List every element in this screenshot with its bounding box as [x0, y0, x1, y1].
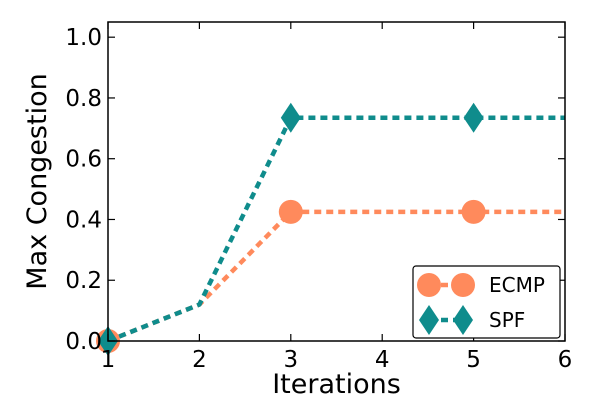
legend: ECMP SPF — [412, 265, 561, 339]
legend-marker-spf-b — [453, 305, 473, 335]
legend-item-spf: SPF — [419, 305, 525, 335]
y-tick-label-5: 1.0 — [65, 25, 102, 51]
y-tick-label-0: 0.0 — [65, 329, 102, 355]
series-line-ecmp — [107, 209, 565, 344]
data-point-spf-x5 — [463, 102, 484, 133]
x-tick-label-0: 1 — [101, 347, 116, 373]
plot-area — [96, 102, 565, 356]
legend-marker-spf-a — [419, 305, 439, 335]
legend-item-ecmp: ECMP — [417, 273, 545, 297]
legend-marker-ecmp-b — [451, 273, 475, 297]
legend-marker-ecmp-a — [417, 273, 441, 297]
y-tick-label-1: 0.2 — [65, 268, 102, 294]
x-tick-label-3: 4 — [375, 347, 390, 373]
legend-swatch-ecmp — [417, 273, 475, 297]
x-tick-label-4: 5 — [466, 347, 481, 373]
plot-frame — [107, 21, 566, 342]
x-tick-label-1: 2 — [192, 347, 207, 373]
axes — [107, 21, 566, 342]
x-axis-label: Iterations — [272, 369, 401, 400]
data-point-spf-x3 — [280, 102, 301, 133]
series-line-spf — [107, 115, 565, 344]
y-axis-label: Max Congestion — [22, 73, 53, 289]
legend-label-ecmp: ECMP — [489, 273, 545, 297]
legend-box — [412, 265, 561, 339]
y-tick-label-4: 0.8 — [65, 86, 102, 112]
ticks: 1 2 3 4 5 6 0.0 0.2 0.4 0.6 0.8 1.0 — [65, 22, 572, 373]
legend-swatch-spf — [419, 305, 473, 335]
y-tick-label-3: 0.6 — [65, 147, 102, 173]
x-tick-label-5: 6 — [558, 347, 573, 373]
x-tick-label-2: 3 — [283, 347, 298, 373]
data-point-ecmp-x5 — [461, 199, 486, 224]
y-tick-label-2: 0.4 — [65, 207, 102, 233]
data-point-ecmp-x3 — [278, 199, 303, 224]
legend-label-spf: SPF — [489, 308, 525, 332]
